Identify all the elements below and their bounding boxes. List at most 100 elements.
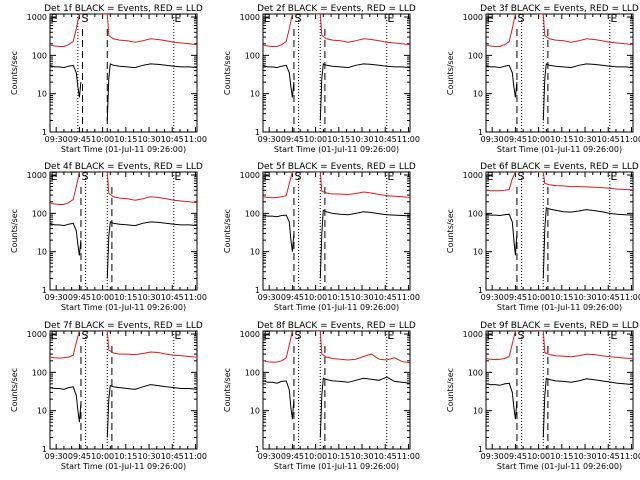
x-tick-label: 10:15 <box>327 135 350 144</box>
y-tick-label: 1 <box>478 286 483 295</box>
plot-area <box>263 172 410 290</box>
x-tick-label: 10:45 <box>161 293 184 302</box>
events-series-line <box>486 377 633 438</box>
event-marker-label: S <box>81 329 88 342</box>
y-tick-label: 1 <box>478 128 483 137</box>
lld-series-line <box>50 331 197 359</box>
y-tick-label: 1 <box>255 445 260 454</box>
x-axis-label: Start Time (01-Jul-11 09:26:00) <box>497 145 622 154</box>
panel-det-9: Det 9f BLACK = Events, RED = LLD 1 10 100 10… <box>446 321 640 471</box>
y-tick-label: 1000 <box>27 13 47 22</box>
x-tick-label: 10:45 <box>374 293 397 302</box>
plot-frame <box>485 330 634 450</box>
y-tick-label: 100 <box>32 51 47 60</box>
y-tick-label: 100 <box>468 51 483 60</box>
events-series-line <box>50 384 197 438</box>
y-tick-label: 10 <box>250 90 260 99</box>
x-tick-label: 10:00 <box>304 135 327 144</box>
event-marker-label: S <box>294 329 301 342</box>
x-tick-label: 11:00 <box>397 135 420 144</box>
event-marker-label: E <box>264 12 271 25</box>
y-axis-label: Counts/sec <box>446 209 455 253</box>
event-marker-label: E <box>174 170 181 183</box>
plot-area <box>486 172 633 290</box>
panel-title: Det 7f BLACK = Events, RED = LLD <box>44 321 203 331</box>
event-marker-label: S <box>81 12 88 25</box>
y-tick-label: 100 <box>468 368 483 377</box>
x-tick-label: 10:00 <box>527 135 550 144</box>
panel-det-8: Det 8f BLACK = Events, RED = LLD 1 10 100 10… <box>223 321 420 471</box>
event-marker-label: E <box>51 12 58 25</box>
events-series-line <box>263 209 410 279</box>
event-marker-label: E <box>264 329 271 342</box>
y-tick-label: 1 <box>478 445 483 454</box>
x-tick-label: 09:45 <box>504 293 527 302</box>
panel-det-1: Det 1f BLACK = Events, RED = LLD 1 10 100 10… <box>10 4 207 154</box>
x-tick-label: 09:45 <box>68 293 91 302</box>
events-series-line <box>50 221 197 279</box>
event-marker-label: E <box>487 12 494 25</box>
panel-title: Det 4f BLACK = Events, RED = LLD <box>44 162 203 172</box>
event-marker-label: E <box>610 329 617 342</box>
event-marker-label: E <box>387 12 394 25</box>
x-tick-label: 09:45 <box>281 135 304 144</box>
x-tick-label: 10:30 <box>574 293 597 302</box>
x-tick-label: 10:15 <box>114 135 137 144</box>
x-tick-label: 11:00 <box>620 135 640 144</box>
y-tick-label: 10 <box>250 407 260 416</box>
x-tick-label: 09:45 <box>281 293 304 302</box>
x-axis-label: Start Time (01-Jul-11 09:26:00) <box>497 462 622 471</box>
plot-area <box>50 14 197 132</box>
lld-series-line <box>50 172 197 205</box>
event-marker-label: E <box>264 170 271 183</box>
events-series-line <box>486 207 633 279</box>
plot-area <box>50 331 197 449</box>
events-series-line <box>263 376 410 438</box>
x-axis-label: Start Time (01-Jul-11 09:26:00) <box>61 462 186 471</box>
x-tick-label: 11:00 <box>184 293 207 302</box>
event-marker-label: E <box>610 170 617 183</box>
x-tick-label: 09:30 <box>258 135 281 144</box>
x-tick-label: 10:00 <box>304 452 327 461</box>
x-tick-label: 10:15 <box>114 293 137 302</box>
x-axis-label: Start Time (01-Jul-11 09:26:00) <box>274 145 399 154</box>
x-tick-label: 10:45 <box>161 135 184 144</box>
y-tick-label: 10 <box>473 248 483 257</box>
y-tick-label: 1000 <box>27 330 47 339</box>
x-tick-label: 09:30 <box>258 452 281 461</box>
event-marker-label: E <box>487 170 494 183</box>
x-tick-label: 10:15 <box>550 293 573 302</box>
x-tick-label: 10:15 <box>327 452 350 461</box>
event-marker-label: E <box>51 329 58 342</box>
lld-series-line <box>263 14 410 47</box>
y-tick-label: 100 <box>245 51 260 60</box>
y-tick-label: 10 <box>37 407 47 416</box>
y-tick-label: 1000 <box>240 330 260 339</box>
x-tick-label: 10:30 <box>351 293 374 302</box>
panel-title: Det 3f BLACK = Events, RED = LLD <box>480 4 639 14</box>
panel-det-4: Det 4f BLACK = Events, RED = LLD 1 10 100 10… <box>10 162 207 312</box>
x-tick-label: 09:30 <box>45 452 68 461</box>
x-tick-label: 09:45 <box>281 452 304 461</box>
event-marker-label: S <box>81 170 88 183</box>
x-tick-label: 10:30 <box>351 452 374 461</box>
y-tick-label: 1000 <box>27 171 47 180</box>
panel-title: Det 6f BLACK = Events, RED = LLD <box>480 162 639 172</box>
y-tick-label: 1 <box>255 128 260 137</box>
x-tick-label: 09:30 <box>258 293 281 302</box>
y-axis-label: Counts/sec <box>223 209 232 253</box>
plot-frame <box>262 330 411 450</box>
events-series-line <box>486 63 633 121</box>
event-marker-label: S <box>294 170 301 183</box>
panel-title: Det 9f BLACK = Events, RED = LLD <box>480 321 639 331</box>
y-tick-label: 100 <box>245 368 260 377</box>
x-tick-label: 11:00 <box>397 452 420 461</box>
x-tick-label: 11:00 <box>397 293 420 302</box>
plot-area <box>263 331 410 449</box>
y-axis-label: Counts/sec <box>446 51 455 95</box>
y-tick-label: 10 <box>37 248 47 257</box>
x-tick-label: 11:00 <box>620 452 640 461</box>
x-tick-label: 11:00 <box>184 135 207 144</box>
x-tick-label: 10:45 <box>597 135 620 144</box>
x-tick-label: 10:30 <box>138 452 161 461</box>
